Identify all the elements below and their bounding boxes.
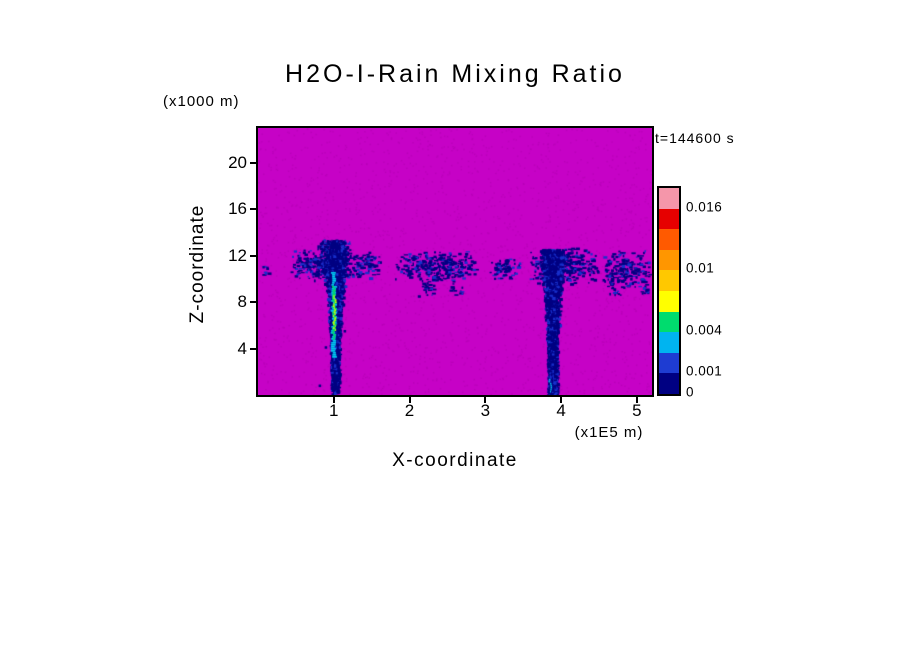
colorbar-tick-label-3: 0.001	[686, 363, 723, 379]
z-tick-mark	[250, 208, 256, 211]
plot-frame	[256, 126, 654, 397]
colorbar-segment	[659, 208, 679, 230]
x-tick-label-1: 2	[404, 401, 415, 420]
colorbar-segment	[659, 290, 679, 312]
colorbar-segment	[659, 249, 679, 271]
x-tick-mark	[635, 397, 638, 403]
z-tick-mark	[250, 301, 256, 304]
x-tick-label-3: 4	[556, 401, 566, 420]
x-tick-label-4: 5	[632, 401, 642, 420]
colorbar-segment	[659, 188, 679, 209]
x-tick-mark	[560, 397, 563, 403]
colorbar-tick-label-4: 0	[686, 384, 695, 400]
x-tick-label-0: 1	[329, 401, 339, 420]
colorbar-tick-label-2: 0.004	[686, 322, 723, 338]
x-axis-title: X-coordinate	[392, 450, 518, 471]
x-axis-unit-label: (x1E5 m)	[574, 424, 644, 441]
colorbar-segment	[659, 229, 679, 250]
z-tick-label-0: 20	[228, 152, 247, 172]
chart-title: H2O-I-Rain Mixing Ratio	[285, 60, 625, 88]
colorbar-segment	[659, 311, 679, 333]
x-tick-label-2: 3	[480, 401, 491, 420]
colorbar-tick-label-1: 0.01	[686, 260, 715, 276]
x-tick-mark	[484, 397, 487, 403]
z-tick-mark	[250, 254, 256, 257]
colorbar-segment	[659, 373, 679, 394]
x-tick-mark	[408, 397, 411, 403]
z-tick-label-2: 12	[228, 245, 247, 265]
plot-canvas	[258, 128, 652, 395]
z-axis-unit-label: (x1000 m)	[163, 93, 240, 110]
z-tick-label-1: 16	[228, 199, 247, 219]
z-tick-mark	[250, 161, 256, 164]
x-tick-mark	[332, 397, 335, 403]
colorbar-segment	[659, 332, 679, 353]
timestamp-label: t=144600 s	[655, 130, 735, 146]
colorbar-tick-label-0: 0.016	[686, 199, 723, 215]
colorbar-segment	[659, 270, 679, 291]
z-tick-mark	[250, 347, 256, 350]
z-tick-label-4: 4	[237, 338, 247, 358]
colorbar-segment	[659, 352, 679, 374]
colorbar	[657, 186, 681, 396]
z-tick-label-3: 8	[237, 292, 247, 312]
